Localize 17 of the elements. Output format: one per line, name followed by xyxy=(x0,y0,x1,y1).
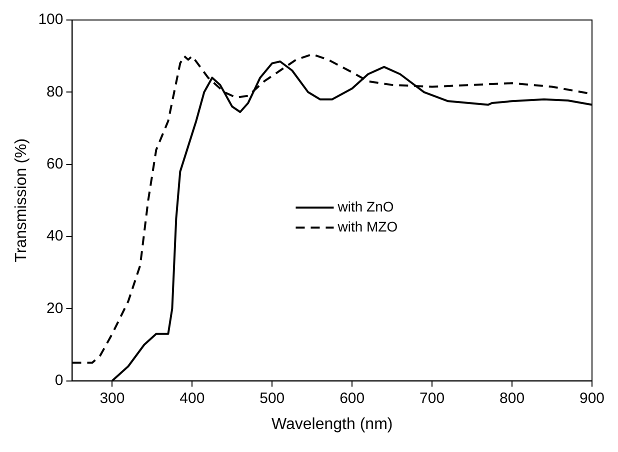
y-tick-label: 40 xyxy=(46,228,64,245)
legend-label: with MZO xyxy=(336,218,398,234)
y-tick-label: 60 xyxy=(46,155,64,172)
y-tick-label: 20 xyxy=(46,300,64,317)
x-tick-label: 800 xyxy=(500,390,525,407)
x-axis-title: Wavelength (nm) xyxy=(271,416,393,433)
legend-label: with ZnO xyxy=(336,198,394,214)
x-tick-label: 600 xyxy=(340,390,365,407)
x-tick-label: 900 xyxy=(579,390,605,407)
y-axis-title: Transmission (%) xyxy=(13,138,30,262)
x-tick-label: 500 xyxy=(260,390,285,407)
x-tick-label: 300 xyxy=(100,390,125,407)
x-tick-label: 700 xyxy=(420,390,445,407)
y-tick-label: 100 xyxy=(38,11,64,28)
y-tick-label: 80 xyxy=(46,83,64,100)
x-tick-label: 400 xyxy=(180,390,205,407)
y-tick-label: 0 xyxy=(54,372,64,389)
